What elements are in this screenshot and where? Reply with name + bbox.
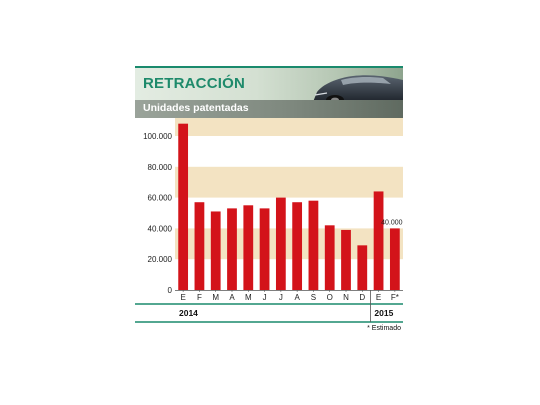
- bar: [308, 200, 319, 290]
- bar: [259, 208, 270, 290]
- x-tick-label: E: [376, 293, 381, 302]
- bar: [243, 205, 254, 290]
- chart-header: RETRACCIÓN: [135, 66, 403, 100]
- bar: [210, 211, 221, 290]
- x-tick-label: O: [327, 293, 333, 302]
- chart-subtitle: Unidades patentadas: [143, 102, 249, 114]
- chart-bands: [175, 118, 403, 260]
- x-tick-label: F: [197, 293, 202, 302]
- x-tick-label: M: [245, 293, 252, 302]
- y-tick-label: 60.000: [148, 194, 173, 203]
- chart-card: RETRACCIÓN Unidades patentadas 0 20.000 40…: [135, 66, 403, 342]
- chart-bars: 40.000: [178, 123, 403, 291]
- bar: [341, 229, 351, 290]
- x-tick-label: M: [212, 293, 219, 302]
- x-tick-label: A: [294, 293, 300, 302]
- x-tick-label: S: [311, 293, 316, 302]
- chart-subheader: Unidades patentadas: [135, 100, 403, 118]
- year-label: 2014: [179, 308, 198, 318]
- x-tick-label: A: [229, 293, 235, 302]
- bar: [275, 197, 286, 290]
- year-labels: 2014 2015: [135, 290, 403, 323]
- band: [175, 166, 403, 198]
- bar: [178, 123, 189, 291]
- x-tick-label: F*: [391, 293, 399, 302]
- year-label: 2015: [374, 308, 393, 318]
- bar: [227, 208, 237, 290]
- y-tick-label: 0: [168, 286, 173, 295]
- bar: [324, 225, 335, 290]
- x-tick-label: J: [279, 293, 283, 302]
- x-tick-label: D: [359, 293, 365, 302]
- chart-title: RETRACCIÓN: [143, 75, 245, 92]
- x-tick-label: J: [263, 293, 267, 302]
- y-axis: 0 20.000 40.000 60.000 80.000 100.000: [143, 132, 172, 295]
- bar: [292, 202, 303, 290]
- y-tick-label: 20.000: [148, 255, 173, 264]
- band: [175, 228, 403, 260]
- footnote: * Estimado: [367, 325, 401, 332]
- bar: [194, 202, 205, 290]
- bar: [357, 245, 368, 290]
- y-tick-label: 80.000: [148, 163, 173, 172]
- bar: [373, 191, 384, 290]
- x-tick-label: E: [180, 293, 185, 302]
- y-tick-label: 100.000: [143, 132, 172, 141]
- band: [175, 118, 403, 136]
- x-tick-label: N: [343, 293, 349, 302]
- data-label: 40.000: [381, 219, 403, 226]
- car-icon: [313, 75, 403, 100]
- bar: [389, 228, 400, 290]
- x-axis: E F M A M J J A S O N D E F*: [175, 290, 403, 302]
- y-tick-label: 40.000: [148, 224, 173, 233]
